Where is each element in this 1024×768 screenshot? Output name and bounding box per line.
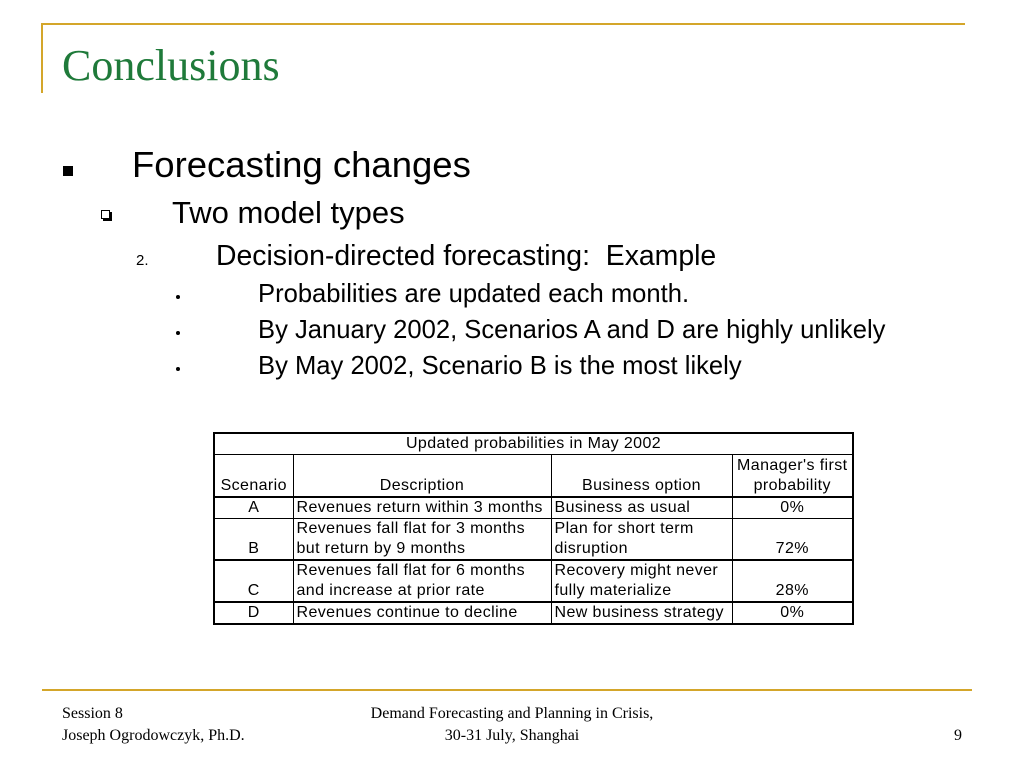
cell-line: Recovery might never: [554, 562, 719, 579]
bullet-level4: Probabilities are updated each month.: [258, 280, 690, 308]
page-number: 9: [954, 727, 962, 744]
list-number: 2.: [136, 252, 149, 269]
header-description: Description: [292, 454, 552, 498]
footer-event-date: 30-31 July, Shanghai: [444, 727, 580, 744]
business-option-cell: New business strategy: [550, 601, 733, 625]
cell-line: but return by 9 months: [296, 540, 466, 557]
footer-event-title: Demand Forecasting and Planning in Crisi…: [370, 705, 654, 722]
description-cell: Revenues fall flat for 6 months and incr…: [292, 559, 552, 603]
cell-line: Revenues fall flat for 3 months: [296, 520, 526, 537]
scenario-cell: A: [213, 496, 294, 519]
cell-line: disruption: [554, 540, 628, 557]
table-caption: Updated probabilities in May 2002: [213, 432, 854, 455]
header-line: probability: [753, 476, 831, 494]
cell-line: Revenues return within 3 months: [296, 498, 543, 516]
dot-bullet-icon: [176, 295, 180, 299]
header-probability: Manager's first probability: [731, 454, 854, 498]
header-line: Manager's first: [737, 456, 848, 474]
dot-bullet-icon: [176, 331, 180, 335]
cell-line: and increase at prior rate: [296, 582, 485, 599]
cell-line: Plan for short term: [554, 520, 694, 537]
footer-accent-rule: [42, 689, 972, 691]
table-row: D Revenues continue to decline New busin…: [213, 601, 854, 625]
probability-cell: 72%: [731, 517, 854, 561]
description-cell: Revenues continue to decline: [292, 601, 552, 625]
description-cell: Revenues return within 3 months: [292, 496, 552, 519]
bullet-level1: Forecasting changes: [132, 144, 471, 185]
hollow-square-bullet-icon: [101, 210, 110, 219]
scenario-cell: B: [213, 517, 294, 561]
footer-session: Session 8: [62, 705, 123, 722]
header-scenario: Scenario: [213, 454, 294, 498]
business-option-cell: Recovery might never fully materialize: [550, 559, 733, 603]
bullet-level4: By January 2002, Scenarios A and D are h…: [258, 316, 886, 344]
footer-author: Joseph Ogrodowczyk, Ph.D.: [62, 727, 245, 744]
footer-center: Demand Forecasting and Planning in Crisi…: [312, 703, 712, 747]
scenario-cell: C: [213, 559, 294, 603]
description-cell: Revenues fall flat for 3 months but retu…: [292, 517, 552, 561]
table-row: C Revenues fall flat for 6 months and in…: [213, 559, 854, 603]
business-option-cell: Business as usual: [550, 496, 733, 519]
table-header-row: Scenario Description Business option Man…: [213, 454, 854, 498]
left-accent-rule: [41, 23, 43, 93]
cell-line: New business strategy: [554, 604, 724, 621]
filled-square-bullet-icon: [63, 166, 73, 176]
cell-line: Revenues continue to decline: [296, 604, 518, 621]
table-row: A Revenues return within 3 months Busine…: [213, 496, 854, 519]
table-caption-row: Updated probabilities in May 2002: [213, 432, 854, 455]
bullet-level2: Two model types: [172, 195, 405, 230]
probability-cell: 28%: [731, 559, 854, 603]
cell-line: Revenues fall flat for 6 months: [296, 562, 526, 579]
header-business-option: Business option: [550, 454, 733, 498]
cell-line: fully materialize: [554, 582, 672, 599]
slide-title: Conclusions: [62, 41, 280, 90]
probability-cell: 0%: [731, 601, 854, 625]
scenario-cell: D: [213, 601, 294, 625]
cell-line: Business as usual: [554, 498, 691, 516]
bullet-level3: Decision-directed forecasting: Example: [216, 240, 717, 272]
probability-cell: 0%: [731, 496, 854, 519]
table-row: B Revenues fall flat for 3 months but re…: [213, 517, 854, 561]
dot-bullet-icon: [176, 367, 180, 371]
top-accent-rule: [42, 23, 965, 25]
probability-table: Updated probabilities in May 2002 Scenar…: [213, 432, 855, 625]
bullet-level4: By May 2002, Scenario B is the most like…: [258, 352, 742, 380]
business-option-cell: Plan for short term disruption: [550, 517, 733, 561]
footer-left: Session 8 Joseph Ogrodowczyk, Ph.D.: [62, 703, 245, 747]
